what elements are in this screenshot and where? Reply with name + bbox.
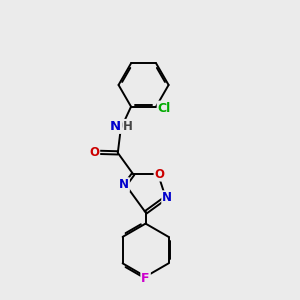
Text: O: O [154, 168, 164, 181]
Text: H: H [123, 120, 133, 133]
Text: N: N [162, 191, 172, 204]
Text: F: F [141, 272, 150, 285]
Text: O: O [89, 146, 99, 159]
Text: N: N [119, 178, 129, 191]
Text: Cl: Cl [158, 102, 171, 115]
Text: N: N [110, 120, 121, 133]
